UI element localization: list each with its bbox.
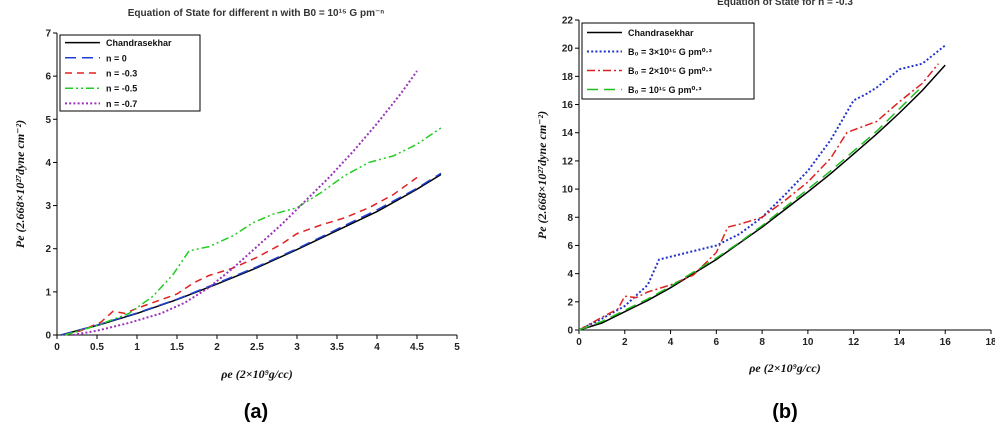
y-tick-label: 18 [562,72,574,83]
x-tick-label: 1.5 [170,342,184,353]
y-tick-label: 6 [45,72,51,83]
y-tick-label: 1 [45,287,51,298]
x-tick-label: 3 [294,342,300,353]
legend-label: n = -0.3 [106,69,137,79]
chart-title: Equation of State for different n with B… [128,8,384,19]
chart-panel-b: Equation of State for n = -0.3 0 2 4 6 8 10 12 1… [535,0,995,423]
y-axis-label: Pe (2.668×10²⁷dyne cm⁻²) [535,111,549,239]
y-tick-label: 0 [45,331,51,342]
x-tick-label: 2 [622,337,628,348]
x-tick-label: 4 [374,342,380,353]
y-tick-label: 2 [567,297,573,308]
legend-label: Chandrasekhar [628,28,694,38]
x-tick-label: 10 [802,337,814,348]
legend: Chandrasekhar n = 0 n = -0.3 n = -0.5 n = -0… [59,34,201,112]
y-tick-label: 0 [567,326,573,337]
x-tick-label: 5 [454,342,460,353]
y-tick-label: 14 [562,128,574,139]
x-tick-label: 2 [214,342,220,353]
x-tick-label: 8 [759,337,765,348]
y-tick-label: 16 [562,100,574,111]
x-tick-label: 6 [714,337,720,348]
series-line-5 [72,70,418,336]
x-tick-label: 18 [985,337,995,348]
series-line-4 [578,85,923,331]
y-tick-label: 10 [562,185,574,196]
y-tick-label: 6 [567,241,573,252]
y-tick-label: 20 [562,44,574,55]
y-tick-label: 5 [45,115,51,126]
series-line-1 [60,173,442,336]
y-tick-label: 12 [562,156,574,167]
y-tick-label: 3 [45,201,51,212]
legend-label: B₀ = 10¹⁵ G pm⁰·³ [628,85,702,95]
x-tick-label: 0 [54,342,60,353]
chart-panel-a: Equation of State for different n with B… [13,8,460,423]
series-line-1 [578,64,946,331]
legend-label: B₀ = 2×10¹⁵ G pm⁰·³ [628,66,712,76]
legend-label: B₀ = 3×10¹⁵ G pm⁰·³ [628,47,712,57]
x-tick-label: 4.5 [410,342,424,353]
y-axis-label: Pe (2.668×10²⁷dyne cm⁻²) [13,120,27,248]
x-tick-label: 0.5 [90,342,104,353]
x-tick-label: 4 [668,337,674,348]
x-tick-label: 12 [848,337,860,348]
series-line-3 [64,176,418,336]
legend-label: Chandrasekhar [106,38,172,48]
y-tick-label: 4 [567,269,573,280]
legend-label: n = -0.7 [106,99,137,109]
x-tick-label: 1 [134,342,140,353]
series-line-4 [64,127,442,336]
x-tick-label: 14 [894,337,906,348]
y-tick-label: 8 [567,213,573,224]
panel-caption: (b) [772,401,798,423]
series-line-3 [578,63,939,331]
x-axis-label: ρe (2×10⁹g/cc) [748,361,821,375]
y-tick-label: 22 [562,16,574,27]
legend-label: n = -0.5 [106,84,137,94]
x-tick-label: 16 [940,337,952,348]
x-tick-label: 2.5 [250,342,264,353]
y-tick-label: 2 [45,244,51,255]
y-tick-label: 4 [45,158,51,169]
panel-caption: (a) [244,401,268,423]
legend-box [581,22,755,100]
x-tick-label: 3.5 [330,342,344,353]
legend: Chandrasekhar B₀ = 3×10¹⁵ G pm⁰·³ B₀ = 2×1… [581,22,755,100]
chart-title: Equation of State for n = -0.3 [717,0,853,8]
series-line-2 [60,172,442,336]
y-tick-label: 7 [45,29,51,40]
x-tick-label: 0 [576,337,582,348]
legend-label: n = 0 [106,53,127,63]
x-axis-label: ρe (2×10⁹g/cc) [220,367,293,381]
